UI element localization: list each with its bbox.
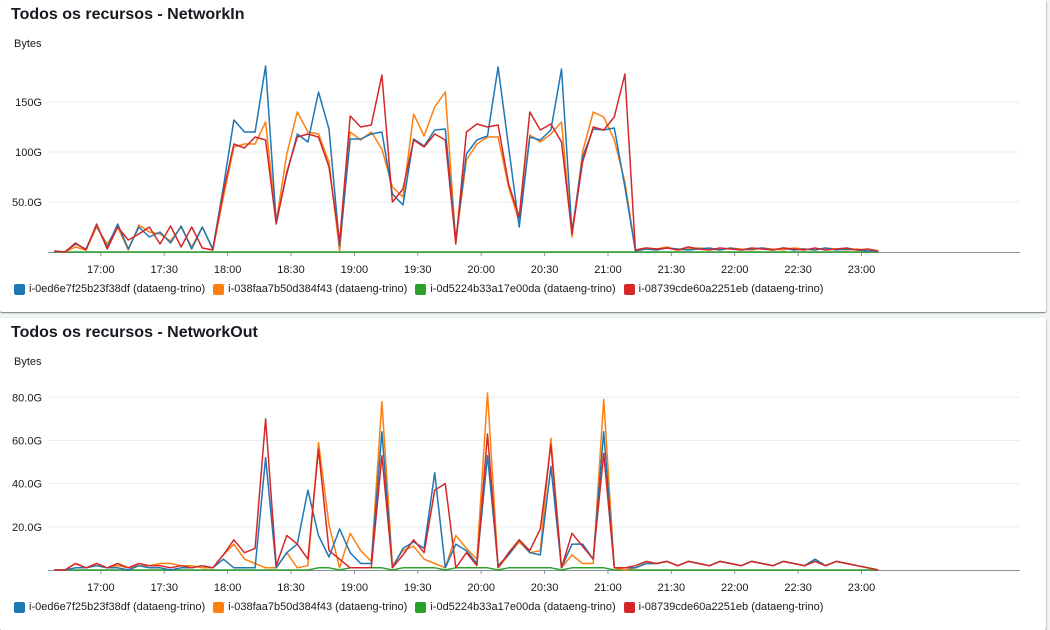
- y-tick-label: 20.0G: [12, 522, 42, 534]
- legend-label: i-038faa7b50d384f43 (dataeng-trino): [228, 601, 408, 613]
- x-tick-label: 21:30: [658, 582, 686, 594]
- legend-swatch-orange: [213, 283, 225, 295]
- legend-item-series-3[interactable]: i-08739cde60a2251eb (dataeng-trino): [623, 601, 824, 613]
- series-line-2[interactable]: [54, 567, 879, 571]
- x-tick-label: 21:00: [594, 582, 622, 594]
- x-tick-label: 23:00: [848, 264, 876, 276]
- series-line-1[interactable]: [54, 91, 879, 253]
- x-tick-label: 18:30: [277, 264, 305, 276]
- legend-label: i-08739cde60a2251eb (dataeng-trino): [638, 283, 824, 295]
- x-tick-label: 18:00: [214, 582, 242, 594]
- y-tick-label: 80.0G: [12, 392, 42, 404]
- series-line-3[interactable]: [54, 73, 879, 253]
- legend-item-series-1[interactable]: i-038faa7b50d384f43 (dataeng-trino): [213, 601, 407, 613]
- legend-swatch-red: [623, 283, 635, 295]
- x-tick-label: 23:00: [848, 582, 876, 594]
- x-tick-label: 22:00: [721, 264, 749, 276]
- x-tick-label: 20:30: [531, 264, 559, 276]
- legend-label: i-0d5224b33a17e00da (dataeng-trino): [430, 601, 616, 613]
- x-tick-label: 17:30: [150, 582, 178, 594]
- series-line-0[interactable]: [54, 65, 879, 253]
- x-tick-label: 17:00: [87, 582, 115, 594]
- x-tick-label: 17:30: [150, 264, 178, 276]
- networkout-panel: Todos os recursos - NetworkOut Bytes 20.…: [0, 318, 1046, 630]
- legend-swatch-red: [623, 601, 635, 613]
- networkin-legend: i-0ed6e7f25b23f38df (dataeng-trino) i-03…: [14, 283, 823, 295]
- x-tick-label: 20:00: [467, 264, 495, 276]
- x-tick-label: 19:00: [341, 582, 369, 594]
- networkin-ylabel: Bytes: [14, 38, 42, 50]
- x-tick-label: 21:30: [658, 264, 686, 276]
- legend-swatch-green: [415, 283, 427, 295]
- x-tick-label: 20:00: [467, 582, 495, 594]
- x-tick-label: 19:00: [341, 264, 369, 276]
- legend-swatch-blue: [14, 601, 25, 613]
- networkin-panel: Todos os recursos - NetworkIn Bytes 50.0…: [0, 0, 1046, 312]
- y-tick-label: 50.0G: [12, 197, 42, 209]
- networkout-legend: i-0ed6e7f25b23f38df (dataeng-trino) i-03…: [14, 601, 823, 613]
- legend-item-series-0[interactable]: i-0ed6e7f25b23f38df (dataeng-trino): [14, 601, 205, 613]
- networkout-ylabel: Bytes: [14, 356, 42, 368]
- legend-item-series-3[interactable]: i-08739cde60a2251eb (dataeng-trino): [623, 283, 824, 295]
- legend-label: i-0d5224b33a17e00da (dataeng-trino): [430, 283, 616, 295]
- x-tick-label: 21:00: [594, 264, 622, 276]
- y-tick-label: 150G: [15, 97, 42, 109]
- x-tick-label: 17:00: [87, 264, 115, 276]
- legend-label: i-08739cde60a2251eb (dataeng-trino): [638, 601, 824, 613]
- networkout-chart[interactable]: 20.0G 40.0G 60.0G 80.0G 17:00 17:30 18:00 18:30…: [0, 318, 1046, 598]
- legend-item-series-2[interactable]: i-0d5224b33a17e00da (dataeng-trino): [415, 601, 616, 613]
- legend-item-series-1[interactable]: i-038faa7b50d384f43 (dataeng-trino): [213, 283, 407, 295]
- x-tick-label: 22:00: [721, 582, 749, 594]
- networkout-title: Todos os recursos - NetworkOut: [11, 324, 258, 341]
- y-tick-label: 40.0G: [12, 479, 42, 491]
- x-tick-label: 22:30: [784, 582, 812, 594]
- y-tick-label: 100G: [15, 147, 42, 159]
- legend-label: i-0ed6e7f25b23f38df (dataeng-trino): [29, 601, 206, 613]
- x-tick-label: 22:30: [784, 264, 812, 276]
- series-line-3[interactable]: [54, 418, 879, 571]
- networkin-chart[interactable]: 50.0G 100G 150G 17:00 17:30 18:00 18:30 19:00 19…: [0, 0, 1046, 280]
- legend-swatch-green: [415, 601, 427, 613]
- legend-item-series-2[interactable]: i-0d5224b33a17e00da (dataeng-trino): [415, 283, 616, 295]
- networkin-title: Todos os recursos - NetworkIn: [11, 6, 245, 23]
- legend-label: i-0ed6e7f25b23f38df (dataeng-trino): [29, 283, 206, 295]
- legend-swatch-orange: [213, 601, 225, 613]
- y-tick-label: 60.0G: [12, 435, 42, 447]
- x-tick-label: 18:30: [277, 582, 305, 594]
- x-tick-label: 18:00: [214, 264, 242, 276]
- legend-swatch-blue: [14, 283, 25, 295]
- x-tick-label: 19:30: [404, 264, 432, 276]
- series-line-1[interactable]: [54, 392, 879, 571]
- legend-label: i-038faa7b50d384f43 (dataeng-trino): [228, 283, 408, 295]
- x-tick-label: 19:30: [404, 582, 432, 594]
- x-tick-label: 20:30: [531, 582, 559, 594]
- legend-item-series-0[interactable]: i-0ed6e7f25b23f38df (dataeng-trino): [14, 283, 205, 295]
